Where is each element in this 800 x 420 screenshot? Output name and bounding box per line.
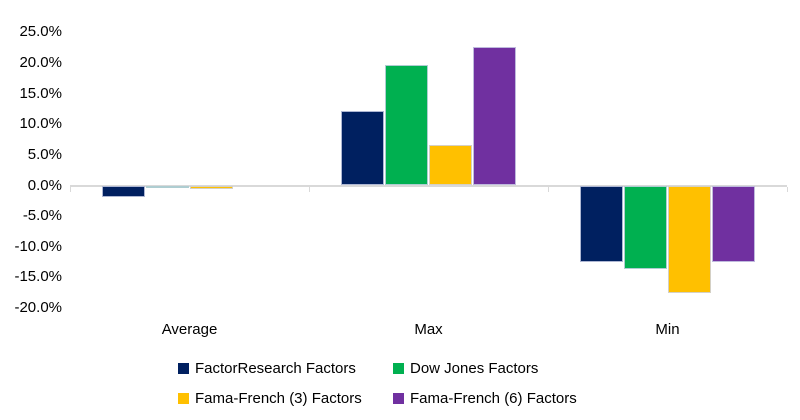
x-axis-category-label: Min <box>655 321 680 338</box>
y-axis-tick-label: -10.0% <box>14 237 62 255</box>
y-axis-tick-label: 15.0% <box>19 84 62 102</box>
legend-label: Fama-French (6) Factors <box>410 389 577 407</box>
bar-factorresearch-factors-average <box>102 185 145 198</box>
legend-swatch-icon <box>178 362 189 374</box>
bar-dow-jones-factors-min <box>624 185 667 269</box>
legend-swatch-icon <box>393 362 404 374</box>
legend-item: Dow Jones Factors <box>393 357 608 379</box>
bar-fama-french-6-factors-min <box>712 185 755 263</box>
legend-item: Fama-French (6) Factors <box>393 387 608 409</box>
y-axis-tick-label: 20.0% <box>19 53 62 71</box>
category-axis-tick <box>787 186 788 192</box>
bar-dow-jones-factors-average <box>146 185 189 188</box>
y-axis-tick-label: 0.0% <box>27 176 62 194</box>
legend-item: FactorResearch Factors <box>178 357 393 379</box>
legend-row: Fama-French (3) Factors Fama-French (6) F… <box>178 387 648 409</box>
category-axis-tick <box>309 186 310 192</box>
legend-label: Fama-French (3) Factors <box>195 389 362 407</box>
y-axis-tick-label: -20.0% <box>14 299 62 317</box>
y-axis-tick-label: 10.0% <box>19 115 62 133</box>
bar-fama-french-3-factors-min <box>668 185 711 293</box>
bar-fama-french-3-factors-average <box>190 185 233 190</box>
legend: FactorResearch Factors Dow Jones Factors F… <box>178 357 648 417</box>
bar-fama-french-3-factors-max <box>429 145 472 186</box>
y-axis-tick-label: -15.0% <box>14 268 62 286</box>
bar-dow-jones-factors-max <box>385 64 428 186</box>
y-axis-tick-label: 25.0% <box>19 23 62 41</box>
bar-factorresearch-factors-min <box>580 185 623 263</box>
x-axis-category-label: Average <box>161 321 218 338</box>
y-axis-tick-label: -5.0% <box>22 207 62 225</box>
legend-swatch-icon <box>393 392 404 404</box>
category-axis-tick <box>548 186 549 192</box>
bar-factorresearch-factors-max <box>341 111 384 186</box>
legend-label: Dow Jones Factors <box>410 359 539 377</box>
legend-item: Fama-French (3) Factors <box>178 387 393 409</box>
bar-fama-french-6-factors-max <box>473 46 516 186</box>
legend-swatch-icon <box>178 392 189 404</box>
zero-axis-line <box>70 184 787 187</box>
category-axis-tick <box>70 186 71 192</box>
legend-row: FactorResearch Factors Dow Jones Factors <box>178 357 648 379</box>
legend-label: FactorResearch Factors <box>195 359 356 377</box>
x-axis-category-label: Max <box>414 321 443 338</box>
y-axis-tick-label: 5.0% <box>27 145 62 163</box>
